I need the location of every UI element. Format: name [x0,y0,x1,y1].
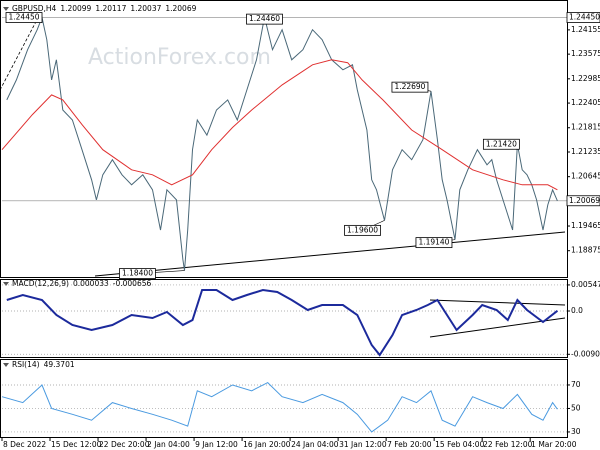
annotation-box [391,81,429,93]
series-line [1,381,558,433]
series-line [6,288,559,357]
y-tick-label: 30 [571,427,581,436]
y-tick-label: 0.0 [571,306,583,315]
x-tick-label: 2 Jan 04:00 [147,440,190,449]
x-tick-label: 24 Jan 04:00 [291,440,339,449]
y-tick-label: 0.005475 [571,280,600,289]
level-label: 1.24450 [569,13,600,22]
annotation-box [246,13,283,25]
x-tick-label: 9 Jan 12:00 [195,440,238,449]
x-tick-label: 22 Feb 12:00 [483,440,532,449]
main-frame [0,0,568,278]
y-tick-label: 1.22985 [571,74,600,83]
y-tick-label: 1.24155 [571,25,600,34]
x-tick-label: 15 Feb 04:00 [435,440,484,449]
x-tick-label: 8 Dec 2022 [3,440,46,449]
annotation-box [5,12,43,23]
y-tick-label: 1.21815 [571,123,600,132]
header-icon [3,7,9,11]
annotation-label: 1.18400 [122,269,153,278]
annotation-label: 1.21420 [486,139,517,148]
readout-value: 1.20117 [95,4,126,13]
y-tick-label: 1.21235 [571,147,600,156]
triangle-upper [429,299,566,306]
readout-value: 1.20037 [130,4,161,13]
y-tick-label: 1.18875 [571,246,600,255]
x-tick-label: 16 Jan 20:00 [243,440,291,449]
level-box [566,195,600,207]
panel-title: GBPUSD,H4 [12,4,57,13]
dashed-trendline [0,13,41,91]
panel-title: RSI(14) [12,360,40,369]
y-tick-label: 50 [571,403,581,412]
annotation-label: 1.22690 [394,82,425,91]
x-tick-label: 22 Dec 20:00 [99,440,150,449]
x-tick-label: 1 Mar 20:00 [531,440,577,449]
header-icon [3,282,9,286]
annotation-label: 1.24460 [249,14,280,23]
y-tick-label: 1.22405 [571,98,600,107]
annotation-label: 1.24450 [9,13,40,22]
y-tick-label: 70 [571,380,581,389]
watermark: ActionForex.com [88,45,271,70]
readout-value: 49.3701 [44,360,75,369]
support-trendline [94,231,566,277]
level-label: 1.20069 [569,196,600,205]
y-tick-label: 1.19465 [571,221,600,230]
annotation-box [482,138,520,150]
header-icon [3,363,9,367]
rsi-frame [0,359,568,438]
annotation-label: 1.19600 [347,225,378,234]
y-tick-label: -0.00909 [571,349,600,358]
y-tick-label: 1.20645 [571,172,600,181]
annotation-label: 1.19140 [418,238,449,247]
x-tick-label: 7 Feb 20:00 [387,440,432,449]
panel-title: MACD(12,26,9) [12,279,69,288]
annotation-box [119,268,156,279]
x-tick-label: 15 Dec 12:00 [51,440,102,449]
readout-value: 0.000033 [73,279,109,288]
y-tick-label: 1.23575 [571,49,600,58]
x-tick-label: 31 Jan 12:00 [339,440,387,449]
readout-value: 1.20069 [165,4,196,13]
annotation-box [344,224,381,236]
series-line [6,15,558,271]
readout-value: 1.20099 [60,4,91,13]
annotation-box [415,237,453,249]
readout-value: -0.000656 [113,279,152,288]
series-line [1,59,558,191]
level-box [566,12,600,23]
macd-frame [0,279,568,358]
